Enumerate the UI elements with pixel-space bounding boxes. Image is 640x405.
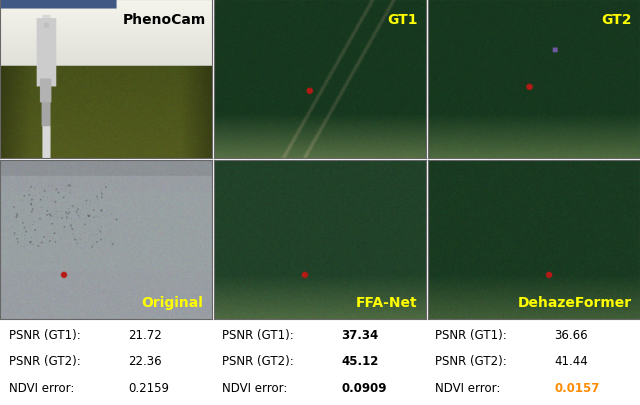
Text: PSNR (GT1):: PSNR (GT1): bbox=[222, 328, 298, 341]
Text: DehazeFormer: DehazeFormer bbox=[517, 295, 632, 309]
Text: GT1: GT1 bbox=[387, 13, 417, 27]
Text: PSNR (GT2):: PSNR (GT2): bbox=[222, 354, 298, 367]
Text: 37.34: 37.34 bbox=[341, 328, 379, 341]
Text: PSNR (GT1):: PSNR (GT1): bbox=[435, 328, 511, 341]
Text: 0.0157: 0.0157 bbox=[555, 381, 600, 394]
Text: 45.12: 45.12 bbox=[341, 354, 379, 367]
Text: 0.0909: 0.0909 bbox=[341, 381, 387, 394]
Text: 22.36: 22.36 bbox=[128, 354, 162, 367]
Text: Original: Original bbox=[141, 295, 204, 309]
Text: PSNR (GT2):: PSNR (GT2): bbox=[8, 354, 84, 367]
Text: 36.66: 36.66 bbox=[555, 328, 588, 341]
Text: NDVI error:: NDVI error: bbox=[435, 381, 504, 394]
Text: NDVI error:: NDVI error: bbox=[222, 381, 291, 394]
Text: PSNR (GT1):: PSNR (GT1): bbox=[8, 328, 84, 341]
Text: PSNR (GT2):: PSNR (GT2): bbox=[435, 354, 511, 367]
Text: FFA-Net: FFA-Net bbox=[356, 295, 417, 309]
Text: NDVI error:: NDVI error: bbox=[8, 381, 77, 394]
Text: 0.2159: 0.2159 bbox=[128, 381, 169, 394]
Text: 41.44: 41.44 bbox=[555, 354, 588, 367]
Text: PhenoCam: PhenoCam bbox=[122, 13, 205, 27]
Text: GT2: GT2 bbox=[601, 13, 632, 27]
Text: 21.72: 21.72 bbox=[128, 328, 162, 341]
